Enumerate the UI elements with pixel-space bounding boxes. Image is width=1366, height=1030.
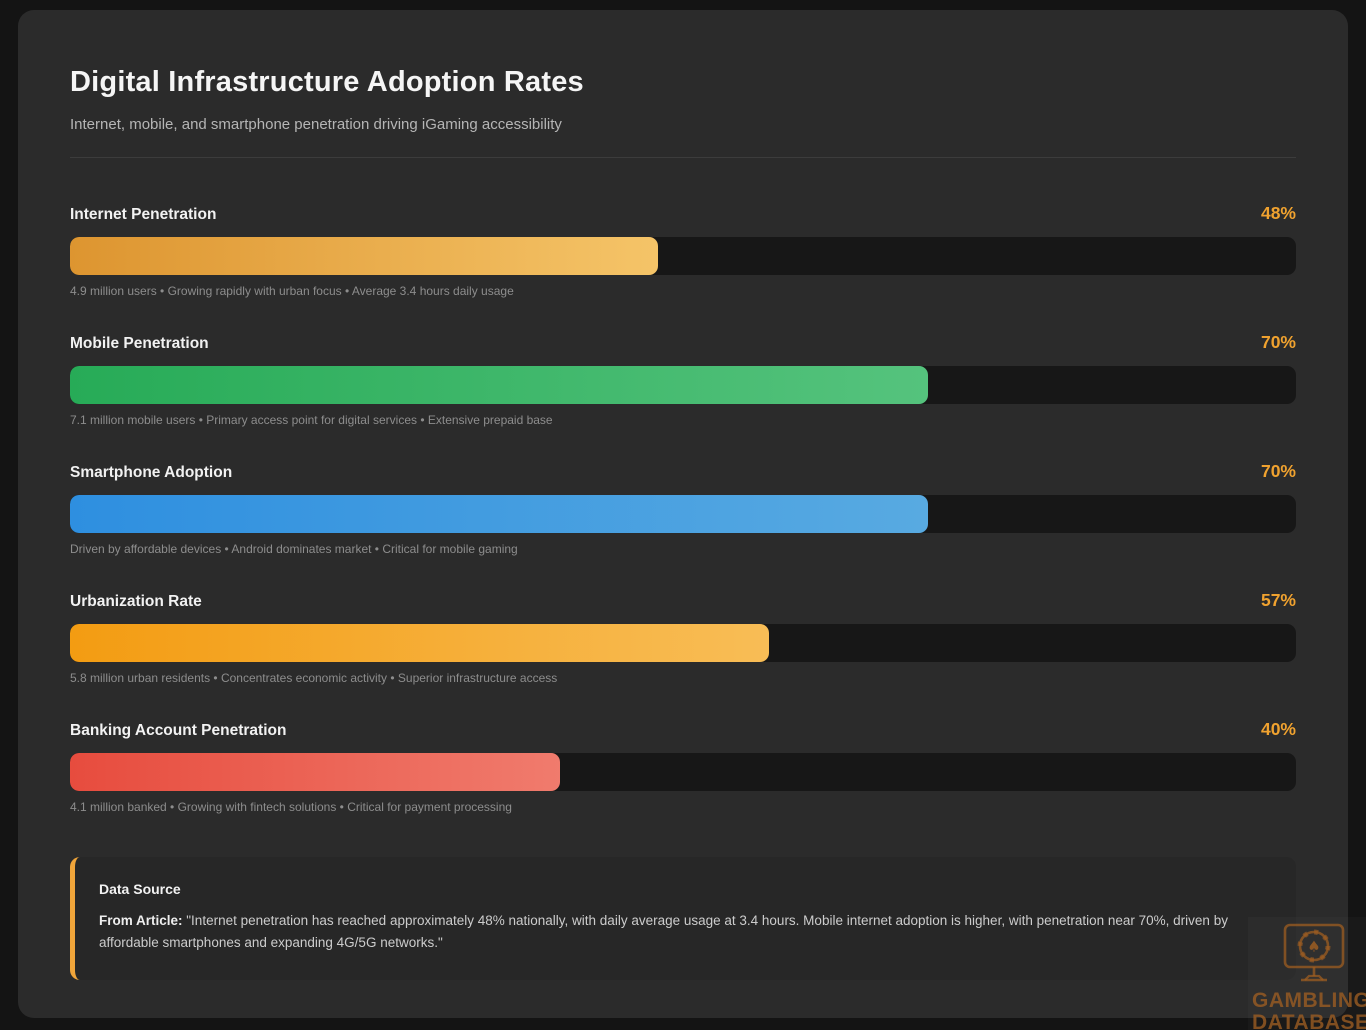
data-source-prefix: From Article: [99, 913, 187, 928]
metric-bar-fill [70, 624, 769, 662]
metric-header: Banking Account Penetration 40% [70, 719, 1296, 740]
metric-label: Mobile Penetration [70, 335, 209, 352]
header-divider [70, 157, 1296, 158]
metric-label: Internet Penetration [70, 206, 217, 223]
metric-header: Urbanization Rate 57% [70, 590, 1296, 611]
data-source-callout: Data Source From Article: "Internet pene… [70, 857, 1296, 980]
metric-detail: 4.1 million banked • Growing with fintec… [70, 800, 512, 814]
metric-value: 70% [1260, 461, 1296, 481]
metric-detail: 4.9 million users • Growing rapidly with… [70, 284, 514, 298]
metric-detail: 7.1 million mobile users • Primary acces… [70, 413, 553, 427]
metrics-list: Internet Penetration 48% 4.9 million use… [70, 203, 1296, 814]
metric-bar-track [70, 753, 1296, 791]
metric-section: Internet Penetration 48% 4.9 million use… [70, 203, 1296, 298]
metric-header: Smartphone Adoption 70% [70, 461, 1296, 482]
metric-value: 40% [1260, 719, 1296, 739]
metric-detail: 5.8 million urban residents • Concentrat… [70, 671, 558, 685]
metric-value: 57% [1260, 590, 1296, 610]
metric-value: 48% [1260, 203, 1296, 223]
metric-section: Mobile Penetration 70% 7.1 million mobil… [70, 332, 1296, 427]
page-title: Digital Infrastructure Adoption Rates [70, 66, 584, 98]
metric-bar-fill [70, 753, 561, 791]
metric-bar-fill [70, 366, 929, 404]
metric-label: Banking Account Penetration [70, 722, 287, 739]
metric-bar-fill [70, 495, 929, 533]
metric-section: Banking Account Penetration 40% 4.1 mill… [70, 719, 1296, 814]
metric-value: 70% [1260, 332, 1296, 352]
metric-label: Urbanization Rate [70, 593, 202, 610]
metric-bar-track [70, 366, 1296, 404]
metric-label: Smartphone Adoption [70, 464, 233, 481]
metric-bar-fill [70, 237, 659, 275]
metric-detail: Driven by affordable devices • Android d… [70, 542, 518, 556]
metric-bar-track [70, 237, 1296, 275]
metric-bar-track [70, 495, 1296, 533]
metric-section: Smartphone Adoption 70% Driven by afford… [70, 461, 1296, 556]
metric-section: Urbanization Rate 57% 5.8 million urban … [70, 590, 1296, 685]
page-subtitle: Internet, mobile, and smartphone penetra… [70, 116, 562, 133]
data-source-text: From Article: "Internet penetration has … [99, 910, 1270, 954]
metric-header: Internet Penetration 48% [70, 203, 1296, 224]
data-source-heading: Data Source [99, 881, 181, 897]
infographic-card: Digital Infrastructure Adoption Rates In… [18, 10, 1348, 1018]
metric-header: Mobile Penetration 70% [70, 332, 1296, 353]
data-source-quote: "Internet penetration has reached approx… [99, 913, 1228, 950]
metric-bar-track [70, 624, 1296, 662]
